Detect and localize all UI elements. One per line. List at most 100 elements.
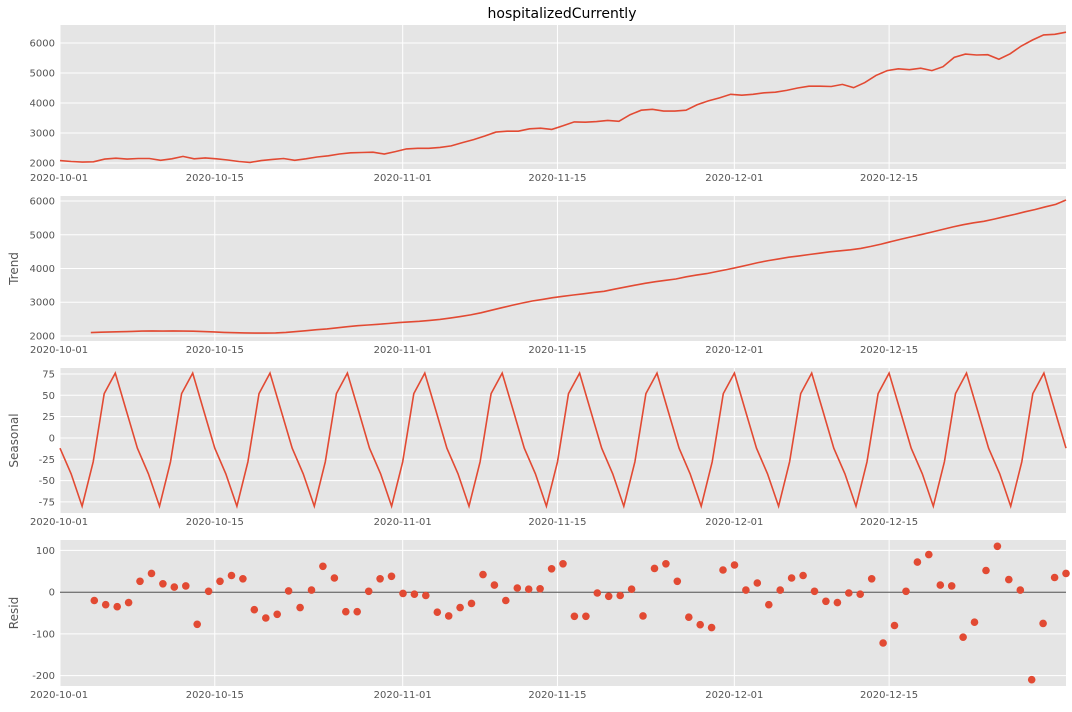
resid-point (982, 566, 990, 575)
y-tick-label: -75 (39, 497, 55, 508)
y-tick-label: 6000 (30, 197, 55, 208)
resid-point (685, 613, 693, 621)
resid-point (593, 589, 602, 597)
y-tick-label: 100 (36, 546, 55, 557)
resid-point (559, 560, 567, 568)
resid-point (1027, 675, 1036, 684)
resid-point (124, 598, 133, 607)
plot-area (60, 368, 1066, 513)
resid-point (399, 589, 407, 598)
y-tick-label: 4000 (30, 264, 55, 275)
resid-point (216, 577, 224, 586)
resid-point (639, 612, 647, 620)
y-tick-label: -25 (39, 455, 55, 466)
x-tick-label: 2020-10-15 (186, 690, 244, 701)
resid-point (959, 633, 967, 641)
trend-panel: 2020-10-01 2020-10-15 2020-11-01 2020-11-15… (7, 196, 1067, 356)
x-tick-label: 2020-11-01 (374, 345, 432, 356)
resid-point (742, 586, 750, 594)
resid-point (159, 580, 167, 588)
resid-point (456, 603, 464, 612)
resid-point (753, 579, 762, 587)
resid-point (524, 585, 533, 593)
x-tick-label: 2020-10-01 (30, 173, 88, 184)
seasonal-line (59, 371, 1067, 510)
resid-point (833, 598, 842, 607)
resid-point (662, 560, 670, 568)
resid-point (307, 586, 316, 594)
resid-point (719, 566, 727, 574)
resid-point (822, 597, 830, 606)
figure-title: hospitalizedCurrently (488, 6, 637, 22)
resid-point (845, 589, 853, 597)
x-tick-label: 2020-12-01 (705, 173, 763, 184)
x-tick-label: 2020-11-15 (528, 173, 586, 184)
resid-point (319, 562, 327, 571)
resid-point (147, 569, 156, 578)
resid-point (479, 570, 487, 579)
x-tick-label: 2020-10-01 (30, 690, 88, 701)
resid-point (536, 585, 544, 593)
observed-panel: 2020-10-01 2020-10-15 2020-11-01 2020-11-15… (30, 25, 1067, 184)
resid-point (353, 607, 362, 616)
x-tick-label: 2020-11-01 (374, 173, 432, 184)
resid-point (1039, 619, 1047, 628)
resid-point (182, 582, 190, 590)
resid-point (867, 575, 876, 583)
resid-point (925, 550, 933, 559)
x-tick-label: 2020-12-15 (860, 173, 918, 184)
resid-point (239, 575, 247, 583)
y-axis-label: Resid (7, 597, 21, 629)
y-tick-label: 3000 (30, 298, 55, 309)
x-tick-label: 2020-11-15 (528, 517, 586, 528)
x-tick-label: 2020-12-15 (860, 517, 918, 528)
x-tick-label: 2020-10-15 (186, 173, 244, 184)
resid-point (570, 612, 579, 621)
resid-point (387, 572, 396, 581)
resid-point (433, 608, 442, 616)
y-tick-label: 2000 (30, 331, 55, 342)
resid-point (250, 605, 259, 614)
resid-point (799, 571, 807, 580)
resid-point (993, 542, 1002, 551)
resid-point (707, 623, 716, 632)
y-tick-label: -50 (39, 476, 55, 487)
resid-point (879, 639, 887, 647)
trend-line (90, 199, 1067, 334)
y-tick-label: -100 (32, 629, 55, 640)
x-tick-label: 2020-12-01 (705, 690, 763, 701)
resid-point (627, 585, 636, 593)
resid-point (364, 587, 373, 596)
y-tick-label: 6000 (30, 39, 55, 50)
resid-point (296, 603, 304, 612)
y-tick-label: 75 (42, 369, 55, 380)
resid-point (90, 596, 99, 605)
resid-point (284, 587, 293, 595)
resid-point (422, 591, 430, 600)
resid-point (787, 574, 796, 582)
resid-point (410, 590, 419, 598)
resid-point (101, 600, 110, 609)
resid-point (776, 586, 784, 594)
resid-point (113, 602, 121, 611)
resid-point (262, 614, 270, 622)
y-tick-label: -200 (32, 671, 55, 682)
resid-point (547, 565, 556, 573)
y-tick-label: 0 (49, 588, 55, 599)
resid-point (616, 591, 624, 600)
x-tick-label: 2020-11-01 (374, 690, 432, 701)
plot-area (60, 25, 1066, 169)
x-tick-label: 2020-11-15 (528, 345, 586, 356)
resid-point (913, 558, 922, 566)
resid-point (582, 612, 590, 621)
seasonal-panel: 2020-10-01 2020-10-15 2020-11-01 2020-11-15… (7, 368, 1067, 528)
resid-point (273, 610, 282, 619)
resid-point (444, 612, 453, 620)
y-tick-label: 50 (42, 391, 55, 402)
resid-panel: 2020-10-01 2020-10-15 2020-11-01 2020-11-15… (7, 540, 1070, 701)
x-tick-label: 2020-10-15 (186, 517, 244, 528)
resid-point (810, 587, 819, 596)
resid-point (936, 581, 945, 589)
observed-line (59, 31, 1067, 164)
